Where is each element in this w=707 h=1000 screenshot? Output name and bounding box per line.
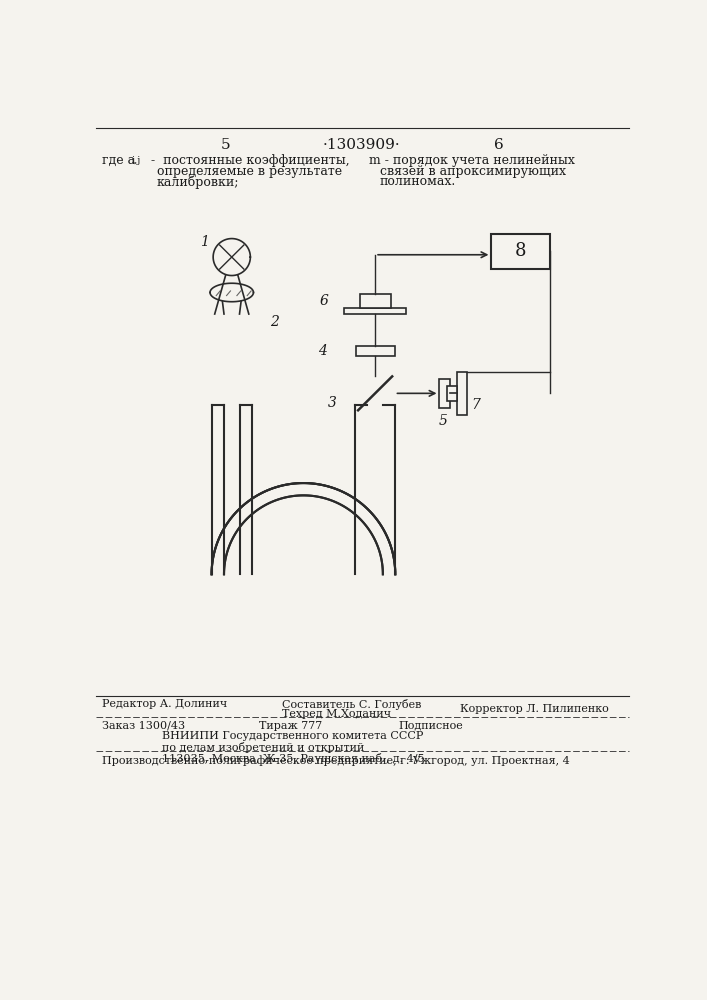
Text: 3: 3 <box>327 396 337 410</box>
Text: 113035, Москва, Ж-35, Раушская наб., д. 4/5: 113035, Москва, Ж-35, Раушская наб., д. … <box>162 753 425 764</box>
Bar <box>344 308 406 314</box>
Text: Техред М.Ходанич: Техред М.Ходанич <box>282 709 391 719</box>
Text: Тираж 777: Тираж 777 <box>259 721 322 731</box>
Text: i,j: i,j <box>132 156 141 165</box>
Text: Корректор Л. Пилипенко: Корректор Л. Пилипенко <box>460 704 609 714</box>
Text: 2: 2 <box>270 315 279 329</box>
Text: 6: 6 <box>320 294 329 308</box>
Text: Подписное: Подписное <box>398 721 463 731</box>
Bar <box>440 379 450 408</box>
Text: 8: 8 <box>515 242 526 260</box>
Text: связей в апроксимирующих: связей в апроксимирующих <box>380 165 566 178</box>
Text: ВНИИПИ Государственного комитета СССР: ВНИИПИ Государственного комитета СССР <box>162 731 423 741</box>
Bar <box>457 372 467 415</box>
Text: 7: 7 <box>472 398 480 412</box>
Text: m - порядок учета нелинейных: m - порядок учета нелинейных <box>369 154 575 167</box>
Text: определяемые в результате: определяемые в результате <box>156 165 341 178</box>
Text: -  постоянные коэффициенты,: - постоянные коэффициенты, <box>144 154 350 167</box>
Text: калибровки;: калибровки; <box>156 175 239 189</box>
Bar <box>491 234 549 269</box>
Text: Составитель С. Голубев: Составитель С. Голубев <box>282 699 421 710</box>
Text: 5: 5 <box>439 414 448 428</box>
Text: 4: 4 <box>318 344 327 358</box>
Text: Редактор А. Долинич: Редактор А. Долинич <box>103 699 228 709</box>
Text: Производственно-полиграфическое предприятие, г. Ужгород, ул. Проектная, 4: Производственно-полиграфическое предприя… <box>103 755 570 766</box>
Bar <box>356 346 395 356</box>
Text: полиномах.: полиномах. <box>380 175 456 188</box>
Text: Заказ 1300/43: Заказ 1300/43 <box>103 721 185 731</box>
Text: где а: где а <box>103 154 136 167</box>
Text: 5: 5 <box>221 138 230 152</box>
Text: 1: 1 <box>200 235 209 249</box>
Text: по делам изобретений и открытий: по делам изобретений и открытий <box>162 742 364 753</box>
Text: 6: 6 <box>494 138 504 152</box>
Bar <box>448 386 457 401</box>
Text: ·1303909·: ·1303909· <box>323 138 401 152</box>
Bar <box>360 294 391 308</box>
